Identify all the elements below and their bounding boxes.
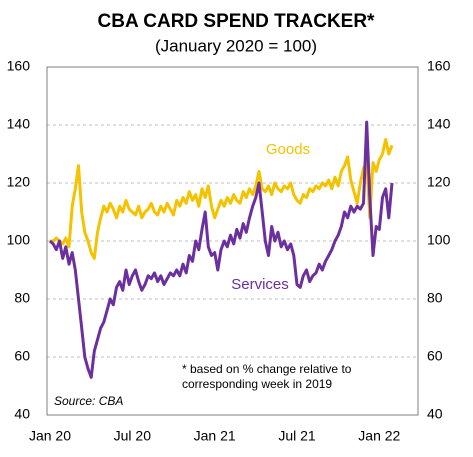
chart-subtitle: (January 2020 = 100): [155, 36, 317, 55]
y2-tick-label: 120: [427, 174, 451, 190]
y-tick-label: 80: [14, 290, 30, 306]
source: Source: CBA: [54, 394, 123, 408]
series-label: Goods: [266, 141, 310, 158]
x-tick-label: Jul 21: [278, 428, 316, 444]
series-line: [48, 120, 394, 379]
x-tick-label: Jul 20: [114, 428, 152, 444]
y-tick-label: 120: [7, 174, 31, 190]
y-tick-label: 100: [7, 232, 31, 248]
y2-tick-label: 40: [427, 406, 443, 422]
x-tick-label: Jan 21: [194, 428, 236, 444]
y2-tick-label: 160: [427, 58, 451, 74]
chart-title: CBA CARD SPEND TRACKER*: [98, 11, 376, 32]
y2-tick-label: 80: [427, 290, 443, 306]
y-tick-label: 40: [14, 406, 30, 422]
series-label: Services: [231, 276, 289, 293]
x-tick-label: Jan 22: [358, 428, 400, 444]
plot-frame: [46, 66, 419, 416]
x-tick-label: Jan 20: [29, 428, 71, 444]
y-tick-label: 140: [7, 116, 31, 132]
y2-tick-label: 100: [427, 232, 451, 248]
y-tick-label: 60: [14, 348, 30, 364]
note: corresponding week in 2019: [182, 377, 332, 391]
series-line: [50, 138, 394, 260]
y2-tick-label: 140: [427, 116, 451, 132]
note: * based on % change relative to: [182, 362, 352, 376]
y2-tick-label: 60: [427, 348, 443, 364]
y-tick-label: 160: [7, 58, 31, 74]
